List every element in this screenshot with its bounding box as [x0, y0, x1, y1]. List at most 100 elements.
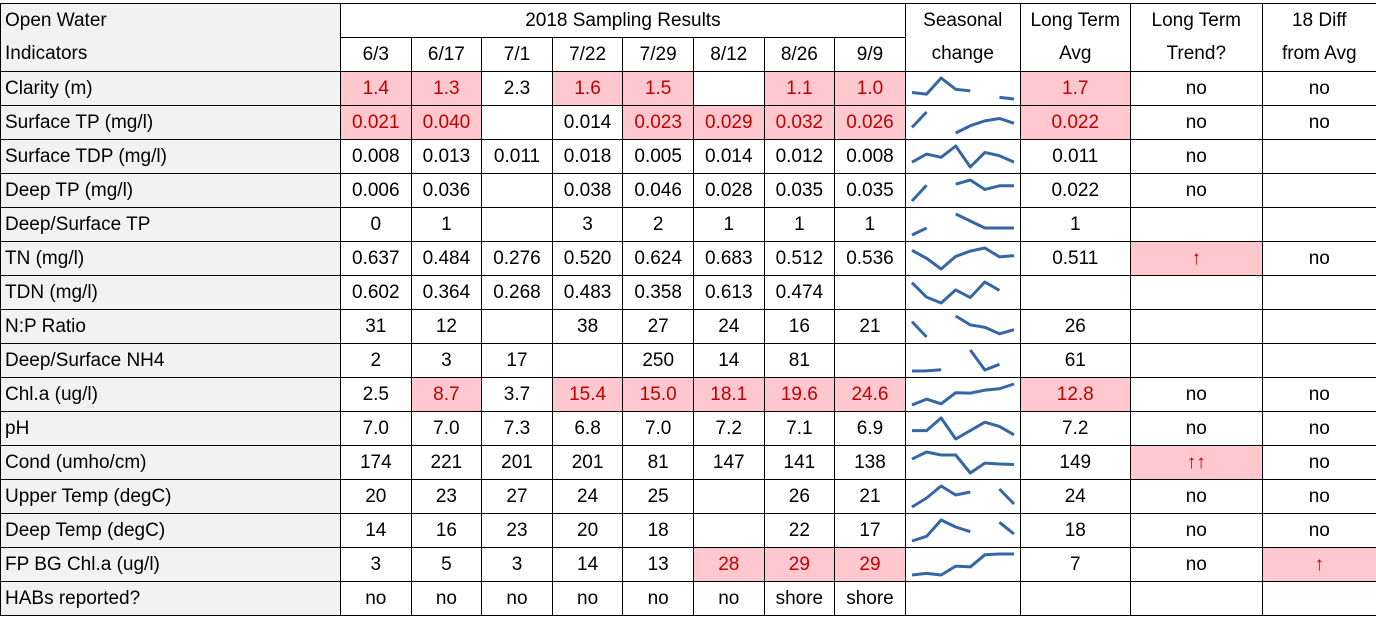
- diff-cell: [1261, 309, 1376, 344]
- value-cell: 1.1: [763, 71, 836, 106]
- date-header: 8/26: [763, 37, 836, 72]
- data-row: Surface TP (mg/l) 0.021 0.040 0.014 0.023 0.0…: [0, 105, 1376, 140]
- sparkline: [911, 450, 1014, 475]
- sparkline-cell: [904, 275, 1021, 310]
- header-cell: Seasonal: [904, 3, 1021, 38]
- header-cell: Long Term: [1129, 3, 1263, 38]
- results-table-wrap: Open Water 2018 Sampling Results Seasonal L…: [0, 3, 1376, 616]
- date-header: 7/29: [622, 37, 694, 72]
- value-cell: 24.6: [834, 377, 906, 412]
- value-cell: 174: [340, 445, 412, 480]
- sparkline-line: [911, 368, 942, 373]
- value-cell: 2: [622, 207, 694, 242]
- sparkline-line: [910, 280, 1000, 305]
- value-cell: 20: [340, 479, 412, 514]
- avg-cell: 7: [1019, 547, 1131, 582]
- sparkline-cell: [904, 547, 1021, 582]
- value-cell: 0.018: [551, 139, 624, 174]
- value-cell: 0.484: [410, 241, 483, 276]
- row-label: Deep TP (mg/l): [0, 173, 341, 208]
- value-cell: 0.276: [481, 241, 553, 276]
- value-cell: 141: [763, 445, 836, 480]
- trend-cell: no: [1129, 411, 1263, 446]
- value-cell: no: [551, 581, 624, 616]
- value-cell: [481, 105, 553, 140]
- data-row: Deep Temp (degC) 14 16 23 20 18 22 17 18 no no: [0, 513, 1376, 548]
- value-cell: 0.046: [622, 173, 694, 208]
- data-row: Deep/Surface NH4 2 3 17 250 14 81 61: [0, 343, 1376, 378]
- row-label: TN (mg/l): [0, 241, 341, 276]
- sparkline: [910, 314, 1015, 339]
- data-row: Chl.a (ug/l) 2.5 8.7 3.7 15.4 15.0 18.1 19.6 24.…: [0, 377, 1376, 412]
- value-cell: 6.8: [551, 411, 624, 446]
- value-cell: 24: [551, 479, 624, 514]
- sparkline: [911, 76, 1014, 101]
- value-cell: 0.035: [834, 173, 906, 208]
- data-row: FP BG Chl.a (ug/l) 3 5 3 14 13 28 29 29 7 no ↑: [0, 547, 1376, 582]
- value-cell: 0.035: [763, 173, 836, 208]
- data-row: N:P Ratio 31 12 38 27 24 16 21 26: [0, 309, 1376, 344]
- data-row: Deep/Surface TP 0 1 3 2 1 1 1 1: [0, 207, 1376, 242]
- value-cell: 23: [410, 479, 483, 514]
- value-cell: 17: [481, 343, 553, 378]
- value-cell: 0.268: [481, 275, 553, 310]
- value-cell: 0.358: [622, 275, 694, 310]
- avg-cell: 1: [1019, 207, 1131, 242]
- value-cell: 201: [481, 445, 553, 480]
- value-cell: 1.0: [834, 71, 906, 106]
- value-cell: 29: [834, 547, 906, 582]
- sparkline-cell: [904, 411, 1021, 446]
- diff-cell: no: [1261, 105, 1376, 140]
- sparkline-line: [911, 450, 1014, 475]
- trend-cell: no: [1129, 173, 1263, 208]
- trend-cell: [1129, 309, 1263, 344]
- sparkline-line: [910, 184, 928, 203]
- results-table: Open Water 2018 Sampling Results Seasonal L…: [0, 3, 1376, 616]
- value-cell: no: [340, 581, 412, 616]
- sparkline-cell: [904, 479, 1021, 514]
- avg-cell: 61: [1019, 343, 1131, 378]
- trend-cell: no: [1129, 547, 1263, 582]
- sparkline-line: [911, 552, 1014, 577]
- value-cell: 27: [481, 479, 553, 514]
- header-cell: Avg: [1019, 37, 1131, 72]
- avg-cell: 0.022: [1019, 105, 1131, 140]
- value-cell: 22: [763, 513, 836, 548]
- value-cell: [481, 309, 553, 344]
- diff-cell: [1261, 207, 1376, 242]
- diff-cell: no: [1261, 377, 1376, 412]
- value-cell: 3: [481, 547, 553, 582]
- sparkline-line: [911, 382, 1015, 407]
- value-cell: 7.0: [410, 411, 483, 446]
- date-header: 7/22: [551, 37, 624, 72]
- diff-cell: [1261, 581, 1376, 616]
- value-cell: 201: [551, 445, 624, 480]
- value-cell: 1.6: [551, 71, 624, 106]
- sparkline-line: [911, 246, 1014, 271]
- value-cell: 15.4: [551, 377, 624, 412]
- avg-cell: 24: [1019, 479, 1131, 514]
- trend-cell: [1129, 343, 1263, 378]
- value-cell: 3: [340, 547, 412, 582]
- row-label: Surface TDP (mg/l): [0, 139, 341, 174]
- data-row: Clarity (m) 1.4 1.3 2.3 1.6 1.5 1.1 1.0 1.7 no no: [0, 71, 1376, 106]
- value-cell: 3.7: [481, 377, 553, 412]
- row-label: Deep/Surface NH4: [0, 343, 341, 378]
- header-cell: 18 Diff: [1261, 3, 1376, 38]
- data-row: Deep TP (mg/l) 0.006 0.036 0.038 0.046 0.028 0…: [0, 173, 1376, 208]
- value-cell: 2: [340, 343, 412, 378]
- sparkline: [910, 280, 1000, 305]
- avg-cell: 26: [1019, 309, 1131, 344]
- value-cell: no: [622, 581, 694, 616]
- sparkline-line: [954, 212, 1014, 230]
- diff-cell: [1261, 343, 1376, 378]
- row-label: HABs reported?: [0, 581, 341, 616]
- value-cell: 7.0: [340, 411, 412, 446]
- value-cell: 0.013: [410, 139, 483, 174]
- value-cell: 0.364: [410, 275, 483, 310]
- avg-cell: 0.511: [1019, 241, 1131, 276]
- sparkline-cell: [904, 445, 1021, 480]
- data-row: Cond (umho/cm) 174 221 201 201 81 147 141 138 149…: [0, 445, 1376, 480]
- value-cell: 0.028: [692, 173, 765, 208]
